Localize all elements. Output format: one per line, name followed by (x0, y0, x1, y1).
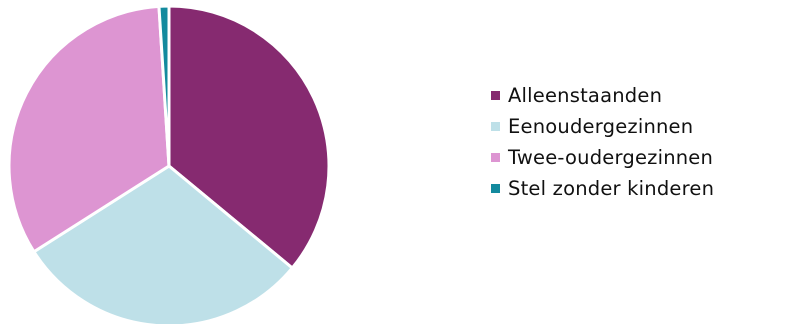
legend-swatch-alleenstaanden (491, 91, 500, 100)
pie-slice-eenoudergezinnen (32, 164, 294, 324)
pie-slices (7, 4, 331, 324)
legend-label-stel-zonder-kinderen: Stel zonder kinderen (508, 177, 715, 200)
legend-item-stel-zonder-kinderen: Stel zonder kinderen (491, 173, 714, 204)
legend-label-twee-oudergezinnen: Twee-oudergezinnen (508, 146, 714, 169)
pie-slice-alleenstaanden (167, 4, 331, 270)
legend-item-eenoudergezinnen: Eenoudergezinnen (491, 111, 714, 142)
legend-label-eenoudergezinnen: Eenoudergezinnen (508, 115, 694, 138)
legend-item-alleenstaanden: Alleenstaanden (491, 80, 714, 111)
legend-item-twee-oudergezinnen: Twee-oudergezinnen (491, 142, 714, 173)
pie-slice-stel-zonder-kinderen (157, 4, 171, 168)
pie-slice-twee-oudergezinnen (7, 4, 171, 254)
legend-swatch-twee-oudergezinnen (491, 153, 500, 162)
chart-legend: Alleenstaanden Eenoudergezinnen Twee-oud… (491, 80, 714, 204)
legend-swatch-eenoudergezinnen (491, 122, 500, 131)
legend-label-alleenstaanden: Alleenstaanden (508, 84, 663, 107)
legend-swatch-stel-zonder-kinderen (491, 184, 500, 193)
